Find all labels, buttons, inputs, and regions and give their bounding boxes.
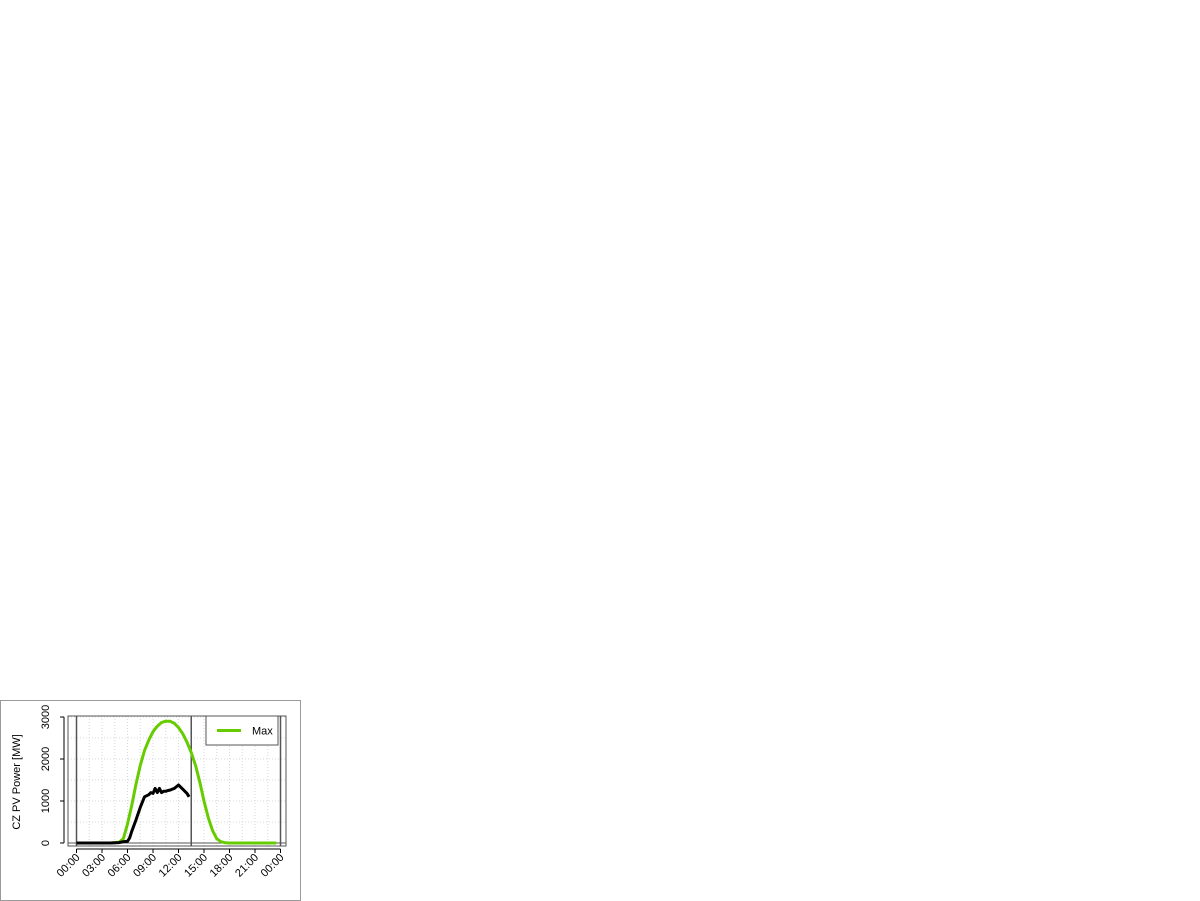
x-tick-label: 09:00 (131, 852, 159, 880)
x-tick-label: 15:00 (182, 852, 210, 880)
y-axis: 0 1000 2000 3000 (40, 705, 65, 846)
legend-label-max: Max (252, 726, 273, 738)
x-tick-label: 03:00 (80, 852, 108, 880)
chart-frame: 00:00 03:00 06:00 09:00 12:00 15:00 18:00 21:00… (0, 700, 301, 901)
y-tick-label: 3000 (40, 705, 52, 729)
x-tick-label: 21:00 (233, 852, 261, 880)
series-line-max (76, 719, 277, 845)
plot-box (67, 715, 287, 847)
x-tick-label: 18:00 (208, 852, 236, 880)
x-axis: 00:0003:0006:0009:0012:0015:0018:0021:00… (55, 848, 287, 880)
legend: Max (205, 715, 279, 746)
x-tick-label: 06:00 (106, 852, 134, 880)
x-tick-label: 12:00 (157, 852, 185, 880)
y-tick-label: 0 (40, 840, 52, 846)
series-line-actual (76, 783, 191, 845)
x-tick-label: 00:00 (55, 852, 83, 880)
y-tick-label: 2000 (40, 747, 52, 771)
series-lines (76, 719, 277, 845)
y-tick-label: 1000 (40, 789, 52, 813)
vertical-markers (75, 716, 282, 846)
pv-power-chart: 00:0003:0006:0009:0012:0015:0018:0021:00… (11, 705, 287, 880)
x-tick-label: 00:00 (259, 852, 287, 880)
y-axis-label: CZ PV Power [MW] (11, 734, 23, 829)
